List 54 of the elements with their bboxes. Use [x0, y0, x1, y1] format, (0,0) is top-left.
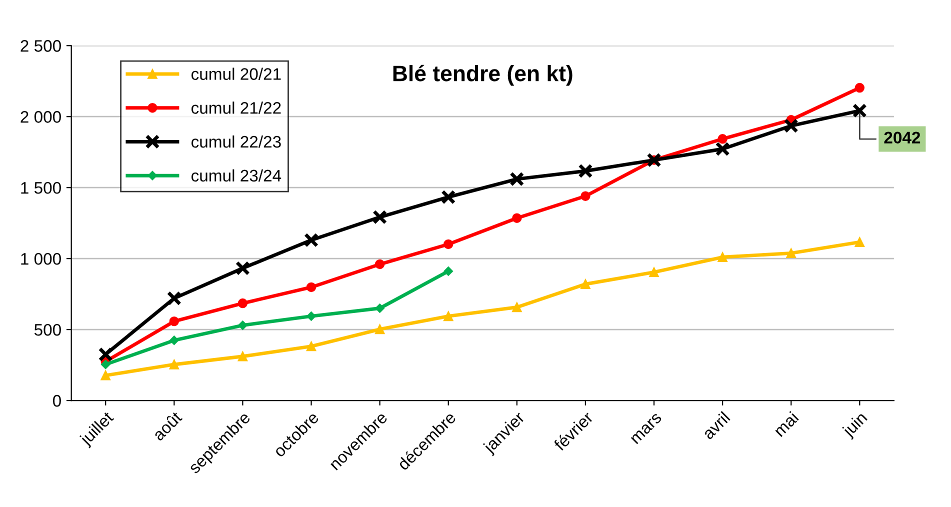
annotation: 2042	[884, 132, 920, 144]
point	[715, 142, 730, 156]
point	[100, 370, 110, 380]
y-tick-label: 2 500	[20, 40, 61, 52]
y-tick-label: 500	[34, 324, 61, 336]
point	[238, 352, 248, 362]
point	[718, 252, 728, 262]
legend-label: cumul 22/23	[191, 135, 281, 148]
legend-label: cumul 20/21	[191, 68, 281, 80]
point	[441, 190, 456, 204]
point	[854, 237, 865, 247]
point	[512, 302, 522, 312]
x-tick-label: avril	[701, 411, 730, 440]
point	[100, 360, 110, 370]
point	[852, 103, 867, 118]
point	[306, 282, 316, 292]
point	[374, 324, 385, 334]
point	[784, 118, 798, 134]
point	[718, 134, 728, 144]
point	[304, 232, 319, 248]
point	[444, 266, 453, 276]
point	[512, 213, 522, 223]
legend-label: cumul 23/24	[191, 169, 282, 182]
point	[580, 279, 590, 289]
point	[98, 347, 113, 362]
point	[170, 336, 179, 345]
point	[443, 311, 454, 322]
text: Blé tendre (en kt)	[393, 64, 572, 86]
x-tick-label: juin	[841, 411, 870, 440]
x-tick-label: mai	[772, 411, 799, 438]
point	[786, 248, 796, 258]
point	[169, 316, 180, 326]
point	[238, 298, 248, 308]
point	[374, 259, 385, 270]
point	[238, 320, 248, 330]
point	[235, 260, 250, 276]
point	[649, 267, 659, 278]
y-tick-label: 2 000	[20, 111, 61, 123]
y-tick-label: 1 000	[21, 252, 61, 265]
x-tick-label: août	[152, 410, 183, 442]
point	[375, 304, 384, 313]
point	[443, 239, 454, 250]
point	[306, 312, 316, 321]
point	[510, 172, 524, 186]
point	[580, 191, 590, 201]
point	[578, 164, 593, 178]
point	[372, 210, 388, 224]
legend-label: cumul 21/22	[191, 102, 281, 114]
y-tick-label: 0	[52, 394, 61, 407]
y-tick-label: 1 500	[21, 182, 61, 194]
point	[166, 291, 182, 306]
point	[169, 360, 180, 370]
point	[854, 82, 865, 93]
point	[306, 341, 316, 352]
